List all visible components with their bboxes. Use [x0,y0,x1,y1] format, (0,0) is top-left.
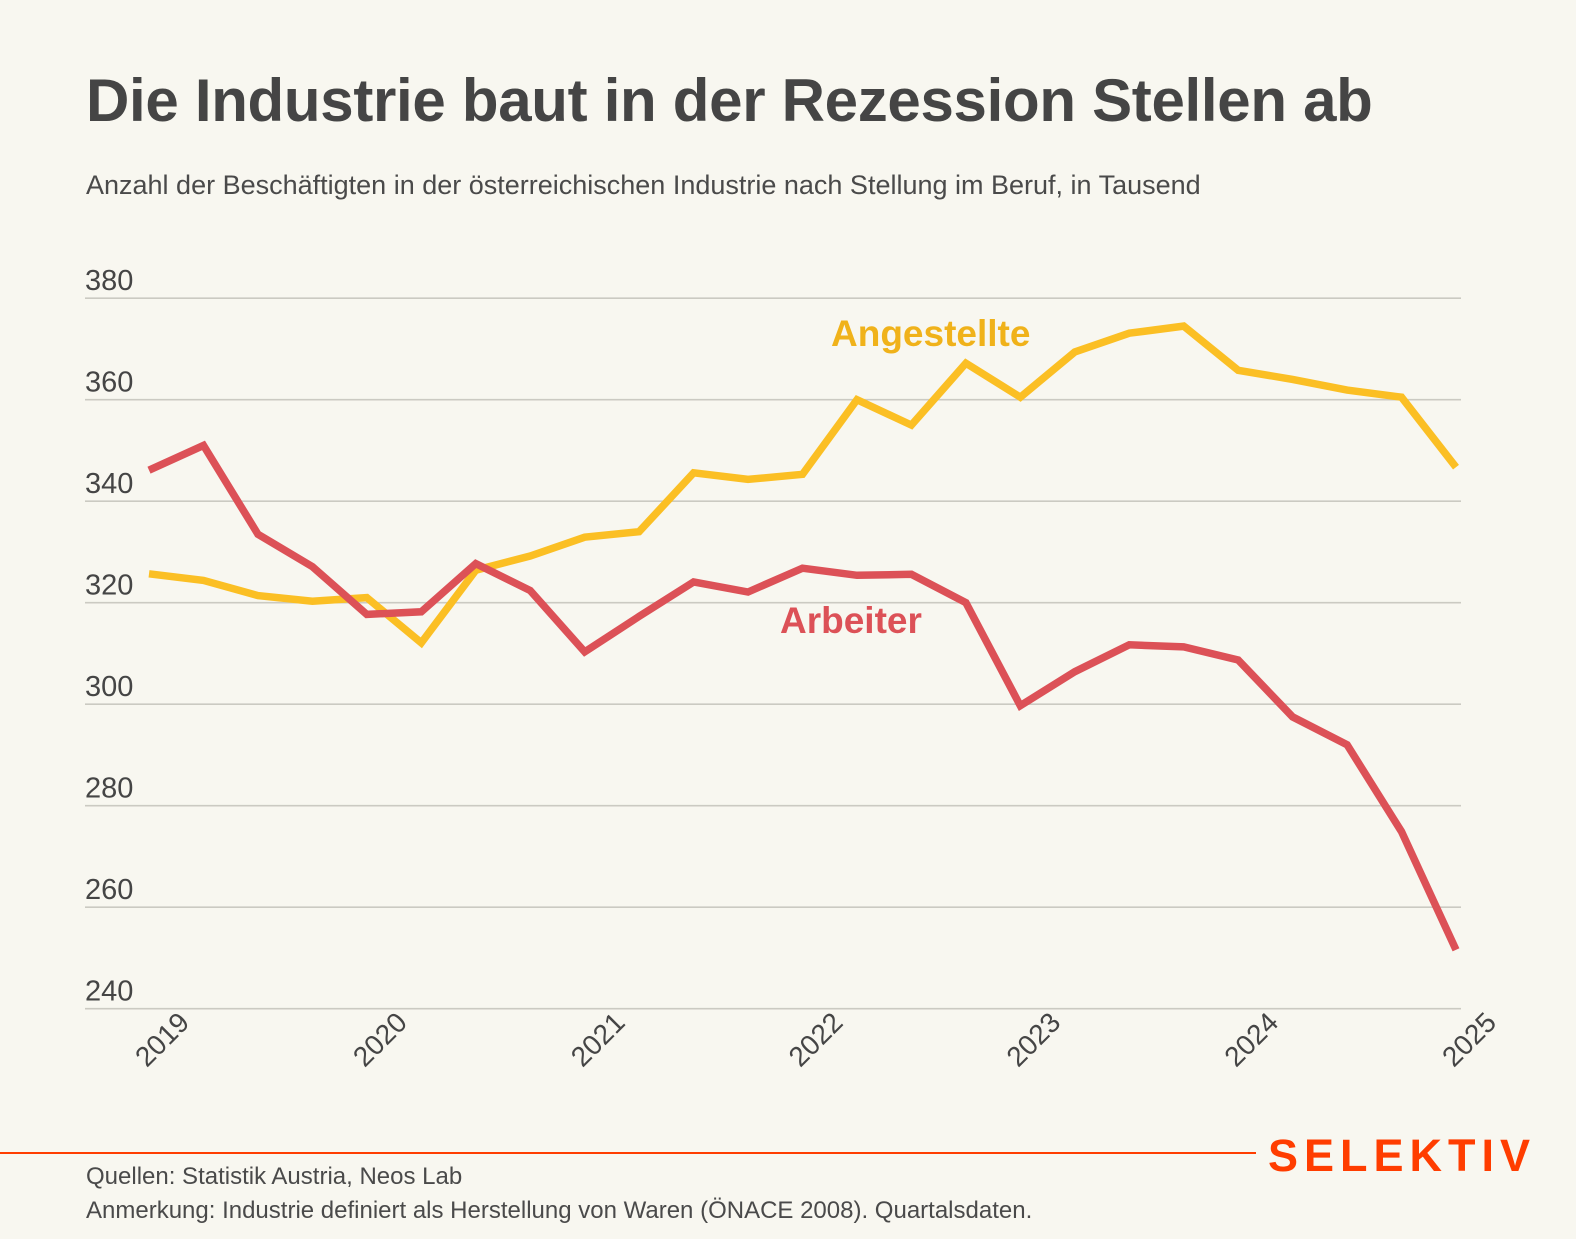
x-tick-label: 2024 [1218,1006,1284,1072]
x-tick-label: 2022 [783,1006,849,1072]
brand-logo: SELEKTIV [1268,1130,1537,1181]
series-line-angestellte [148,322,1459,649]
y-tick-label: 280 [85,773,133,805]
x-tick-label: 2019 [129,1006,195,1072]
x-tick-label: 2020 [347,1006,413,1072]
y-axis-ticks: 240 260 280 300 320 340 360 380 [85,265,133,1008]
x-tick-label: 2021 [565,1006,631,1072]
y-tick-label: 260 [85,874,133,906]
y-tick-label: 340 [85,468,133,500]
series-line-arbeiter [147,440,1460,952]
x-tick-label: 2025 [1436,1006,1502,1072]
gridlines [85,297,1461,1010]
footer-divider [0,1152,1256,1154]
y-tick-label: 320 [85,570,133,602]
y-tick-label: 300 [85,671,133,703]
series-label-angestellte: Angestellte [831,313,1030,354]
footer-note: Anmerkung: Industrie definiert als Herst… [86,1197,1033,1224]
y-tick-label: 240 [85,976,133,1008]
y-tick-label: 360 [85,367,133,399]
chart-title: Die Industrie baut in der Rezession Stel… [86,67,1373,134]
x-tick-label: 2023 [1000,1006,1066,1072]
y-tick-label: 380 [85,265,133,297]
x-axis-ticks: 2019 2020 2021 2022 2023 2024 2025 [129,1006,1502,1072]
series-lines [147,322,1460,952]
series-labels: Angestellte Arbeiter [780,313,1030,641]
series-label-arbeiter: Arbeiter [780,600,922,641]
footer-sources: Quellen: Statistik Austria, Neos Lab [86,1163,463,1190]
chart-subtitle: Anzahl der Beschäftigten in der österrei… [86,170,1201,200]
